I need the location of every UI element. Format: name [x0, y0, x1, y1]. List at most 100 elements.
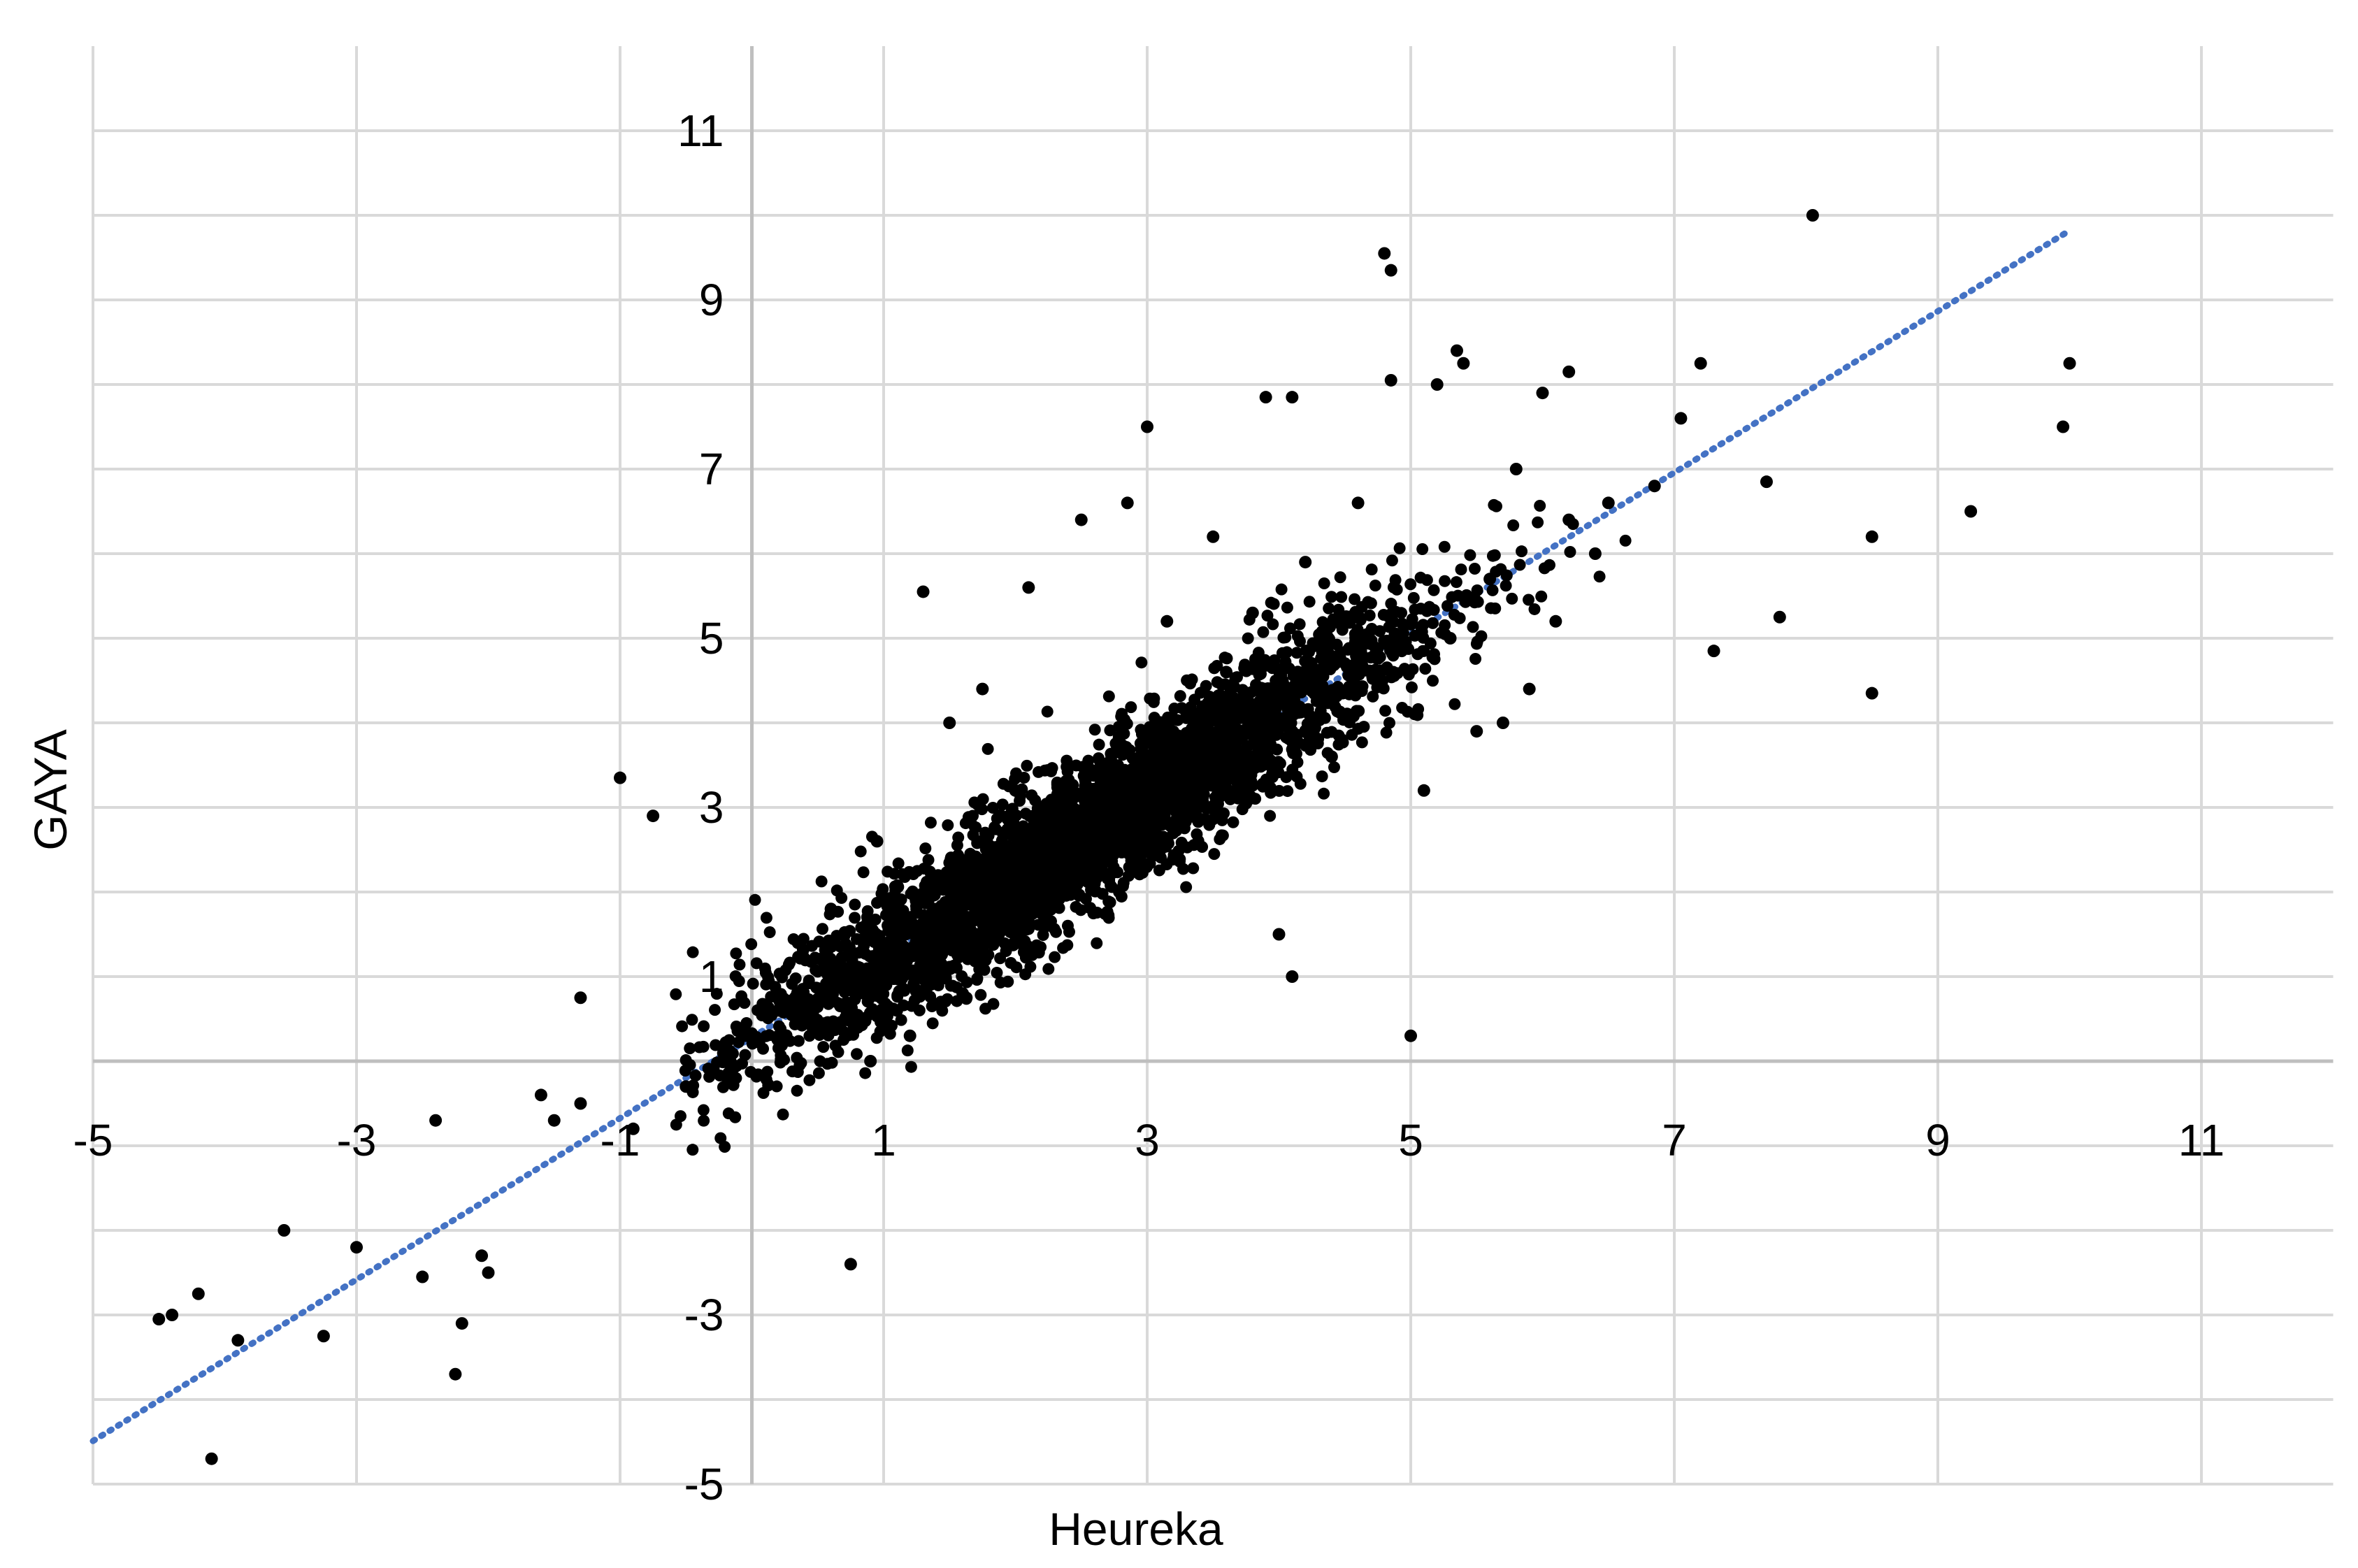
- data-point: [864, 1055, 877, 1067]
- data-point: [1335, 591, 1348, 603]
- data-point: [1042, 963, 1055, 975]
- data-point: [684, 1042, 696, 1055]
- data-point: [818, 957, 831, 970]
- data-point: [873, 979, 886, 991]
- data-point: [773, 968, 786, 980]
- data-point: [1006, 828, 1019, 840]
- data-point: [991, 812, 1003, 825]
- data-point: [830, 960, 842, 972]
- data-point: [795, 1057, 807, 1070]
- data-point: [1257, 626, 1270, 638]
- data-point: [964, 933, 977, 946]
- data-point: [824, 908, 836, 921]
- data-point: [952, 951, 965, 964]
- data-point: [782, 958, 795, 971]
- data-point: [1450, 576, 1462, 589]
- data-point: [1151, 768, 1163, 780]
- data-point: [1116, 834, 1129, 847]
- data-point: [1365, 563, 1378, 576]
- data-point: [916, 949, 929, 962]
- data-point: [962, 916, 975, 928]
- data-point: [870, 968, 883, 980]
- data-point: [1393, 542, 1406, 554]
- x-tick-label: -3: [337, 1115, 377, 1165]
- data-point: [1303, 673, 1316, 686]
- data-point: [1147, 750, 1160, 763]
- data-point: [1337, 714, 1350, 726]
- data-point: [1536, 387, 1549, 400]
- data-point: [1400, 635, 1412, 648]
- data-point: [893, 985, 905, 998]
- data-point: [976, 682, 989, 696]
- data-point: [1402, 668, 1415, 681]
- data-point: [1363, 609, 1376, 621]
- data-point: [1147, 696, 1160, 708]
- data-point: [1058, 810, 1070, 823]
- data-point: [777, 1108, 789, 1121]
- data-point: [893, 894, 906, 907]
- data-point: [1377, 608, 1390, 621]
- data-point: [1362, 596, 1374, 608]
- data-point: [1016, 783, 1028, 796]
- data-point: [1428, 584, 1440, 596]
- data-point: [887, 928, 900, 940]
- data-point: [765, 1009, 778, 1021]
- data-point: [986, 919, 998, 931]
- data-point: [1294, 635, 1307, 647]
- data-point: [482, 1266, 495, 1279]
- data-point: [547, 1114, 561, 1127]
- data-point: [2063, 357, 2076, 370]
- data-point: [1188, 724, 1201, 737]
- data-point: [1314, 705, 1327, 717]
- data-point: [1469, 653, 1482, 666]
- data-point: [1340, 661, 1353, 673]
- data-point: [1178, 822, 1191, 835]
- data-point: [888, 868, 900, 880]
- data-point: [1588, 547, 1602, 560]
- y-tick-label: -3: [684, 1290, 724, 1340]
- data-point: [926, 915, 939, 928]
- data-point: [1042, 764, 1054, 777]
- data-point: [1407, 591, 1420, 604]
- data-point: [1184, 761, 1196, 773]
- data-point: [994, 952, 1007, 965]
- data-point: [1506, 592, 1518, 605]
- data-point: [1058, 866, 1071, 879]
- data-point: [1619, 534, 1632, 547]
- data-point: [1045, 793, 1058, 806]
- data-point: [963, 943, 976, 956]
- data-point: [1416, 645, 1429, 657]
- data-point: [984, 930, 996, 943]
- data-point: [943, 717, 956, 729]
- y-tick-label: 7: [699, 444, 724, 494]
- data-point: [813, 1029, 826, 1042]
- data-point: [1455, 563, 1467, 576]
- data-point: [1208, 848, 1221, 861]
- data-point: [1109, 737, 1122, 749]
- data-point: [877, 893, 889, 906]
- data-point: [1419, 663, 1432, 675]
- data-point: [1523, 594, 1535, 606]
- data-point: [1170, 767, 1183, 779]
- data-point: [1035, 907, 1048, 920]
- data-point: [1457, 357, 1470, 370]
- data-point: [1313, 628, 1325, 641]
- data-point: [1082, 804, 1095, 817]
- data-point: [1334, 571, 1346, 584]
- data-point: [922, 854, 935, 866]
- data-point: [1028, 826, 1041, 839]
- tick-labels: -5 -3 -1 1 3 5 7 9 11 -5 -3 1 3 5 7 9 11: [73, 106, 2225, 1509]
- data-point: [1227, 816, 1239, 828]
- data-point: [974, 956, 986, 968]
- data-point: [968, 821, 981, 833]
- data-point: [647, 810, 660, 823]
- data-point: [896, 944, 909, 956]
- data-point: [1396, 701, 1409, 714]
- data-point: [1193, 734, 1206, 747]
- data-point: [740, 1017, 753, 1030]
- y-tick-label: 11: [677, 106, 724, 156]
- data-point: [905, 1060, 917, 1073]
- data-point: [1022, 581, 1035, 594]
- data-point: [722, 1067, 735, 1079]
- x-axis-title: Heureka: [1049, 1503, 1223, 1555]
